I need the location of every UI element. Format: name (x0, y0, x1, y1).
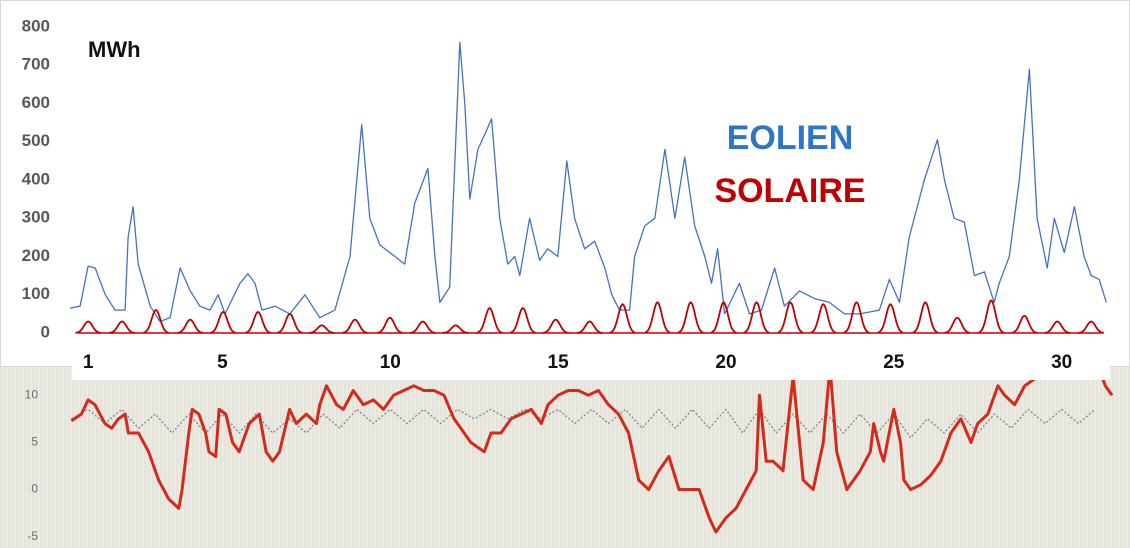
solar-peak (476, 307, 503, 334)
solar-peak (609, 303, 636, 334)
solar-peak (743, 301, 770, 334)
legend-entry: EOLIEN (727, 119, 854, 157)
y-tick-label: 200 (22, 246, 50, 265)
solar-peak (777, 301, 804, 334)
y-tick-label: 0 (31, 482, 38, 496)
solar-peak (109, 320, 135, 334)
x-tick-label: 15 (548, 352, 570, 373)
y-tick-label: 600 (22, 93, 50, 112)
solar-peak (245, 311, 271, 334)
solar-peak (710, 301, 737, 334)
series-line (70, 365, 1114, 534)
series-line (69, 41, 1107, 323)
unit-label: MWh (88, 37, 141, 62)
y-tick-label: 100 (22, 284, 50, 303)
x-tick-label: 5 (217, 352, 228, 373)
solar-peak (1044, 320, 1070, 334)
y-tick-label: 300 (22, 208, 50, 227)
y-tick-label: 0 (41, 322, 50, 341)
solar-peak (143, 309, 169, 334)
solar-peak (342, 318, 368, 334)
solar-peak (1078, 320, 1104, 334)
solar-peak (377, 316, 403, 334)
x-label-strip (72, 348, 1110, 380)
solar-peak (577, 320, 603, 334)
solar-peak (843, 301, 870, 334)
x-tick-label: 30 (1051, 352, 1072, 373)
solar-peak (277, 312, 303, 334)
x-tick-label: 20 (715, 352, 736, 373)
x-tick-label: 1 (83, 352, 94, 373)
solar-peak (75, 320, 101, 334)
y-tick-label: 700 (22, 55, 50, 74)
solar-peak (510, 307, 536, 334)
solar-peak (442, 324, 469, 334)
y-tick-label: -5 (27, 529, 38, 543)
y-tick-label: 10 (25, 387, 39, 401)
solar-peak (1011, 314, 1038, 334)
temperature-panel: 10 5 0 -5 (0, 365, 1130, 548)
solar-peak (177, 318, 203, 334)
y-tick-label: 400 (22, 169, 50, 188)
solar-peak (810, 303, 837, 334)
x-tick-label: 25 (883, 352, 905, 373)
solar-peak (210, 311, 236, 334)
solar-peak (978, 299, 1005, 334)
solar-peak (410, 320, 436, 334)
solar-peak (309, 324, 335, 334)
solar-peak (944, 316, 970, 334)
solar-peak (912, 301, 939, 334)
solar-peak (877, 303, 904, 334)
solar-peak (677, 301, 704, 334)
legend-entry: SOLAIRE (714, 172, 865, 210)
y-tick-label: 500 (22, 131, 50, 150)
y-tick-label: 5 (31, 435, 38, 449)
y-tick-label: 800 (22, 16, 50, 35)
x-tick-label: 10 (380, 352, 401, 373)
dashed-line (71, 408, 1096, 439)
solar-peak (543, 318, 569, 334)
solar-peak (644, 301, 671, 334)
